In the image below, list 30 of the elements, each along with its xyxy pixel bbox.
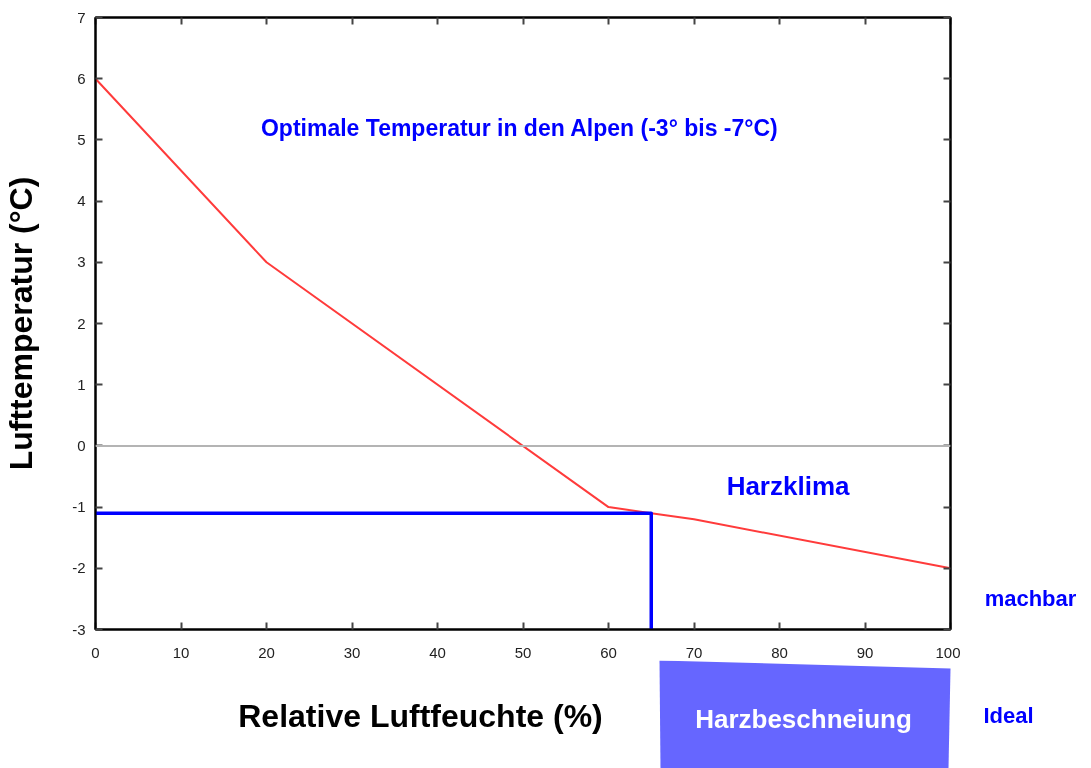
text: Ideal <box>983 703 1034 728</box>
y-axis-title: Lufttemperatur (°C) <box>3 176 40 471</box>
y-tick-label: 5 <box>77 130 86 148</box>
x-axis-title: Relative Luftfeuchte (%) <box>238 697 603 734</box>
y-tick-label: 2 <box>77 314 86 332</box>
x-tick-label: 10 <box>172 643 190 661</box>
annotation: Optimale Temperatur in den Alpen (-3° bis -7°C) <box>260 114 778 141</box>
x-tick-label: 80 <box>771 643 788 661</box>
x-tick-label: 20 <box>258 643 275 661</box>
y-tick-label: -2 <box>72 559 86 577</box>
x-tick-label: 70 <box>685 643 703 661</box>
y-tick-label: 3 <box>77 253 86 271</box>
annotation: Harzklima <box>726 470 851 501</box>
x-tick-label: 50 <box>514 643 532 661</box>
text: machbar <box>984 586 1077 612</box>
y-tick-label: 7 <box>77 8 86 26</box>
y-tick-label: -1 <box>72 498 86 516</box>
x-tick-label: 40 <box>429 643 446 661</box>
x-tick-label: 90 <box>856 643 874 661</box>
x-tick-label: 100 <box>935 643 961 661</box>
y-tick-label: 6 <box>77 69 86 87</box>
x-tick-label: 60 <box>600 643 617 661</box>
y-tick-label: 4 <box>77 192 86 210</box>
y-tick-label: 1 <box>77 375 86 393</box>
y-tick-label: -3 <box>72 620 86 638</box>
text: Harzbeschneiung <box>695 703 912 734</box>
y-tick-label: 0 <box>77 436 86 454</box>
x-tick-label: 0 <box>91 643 100 661</box>
line-series <box>95 77 951 570</box>
x-tick-label: 30 <box>343 643 361 661</box>
